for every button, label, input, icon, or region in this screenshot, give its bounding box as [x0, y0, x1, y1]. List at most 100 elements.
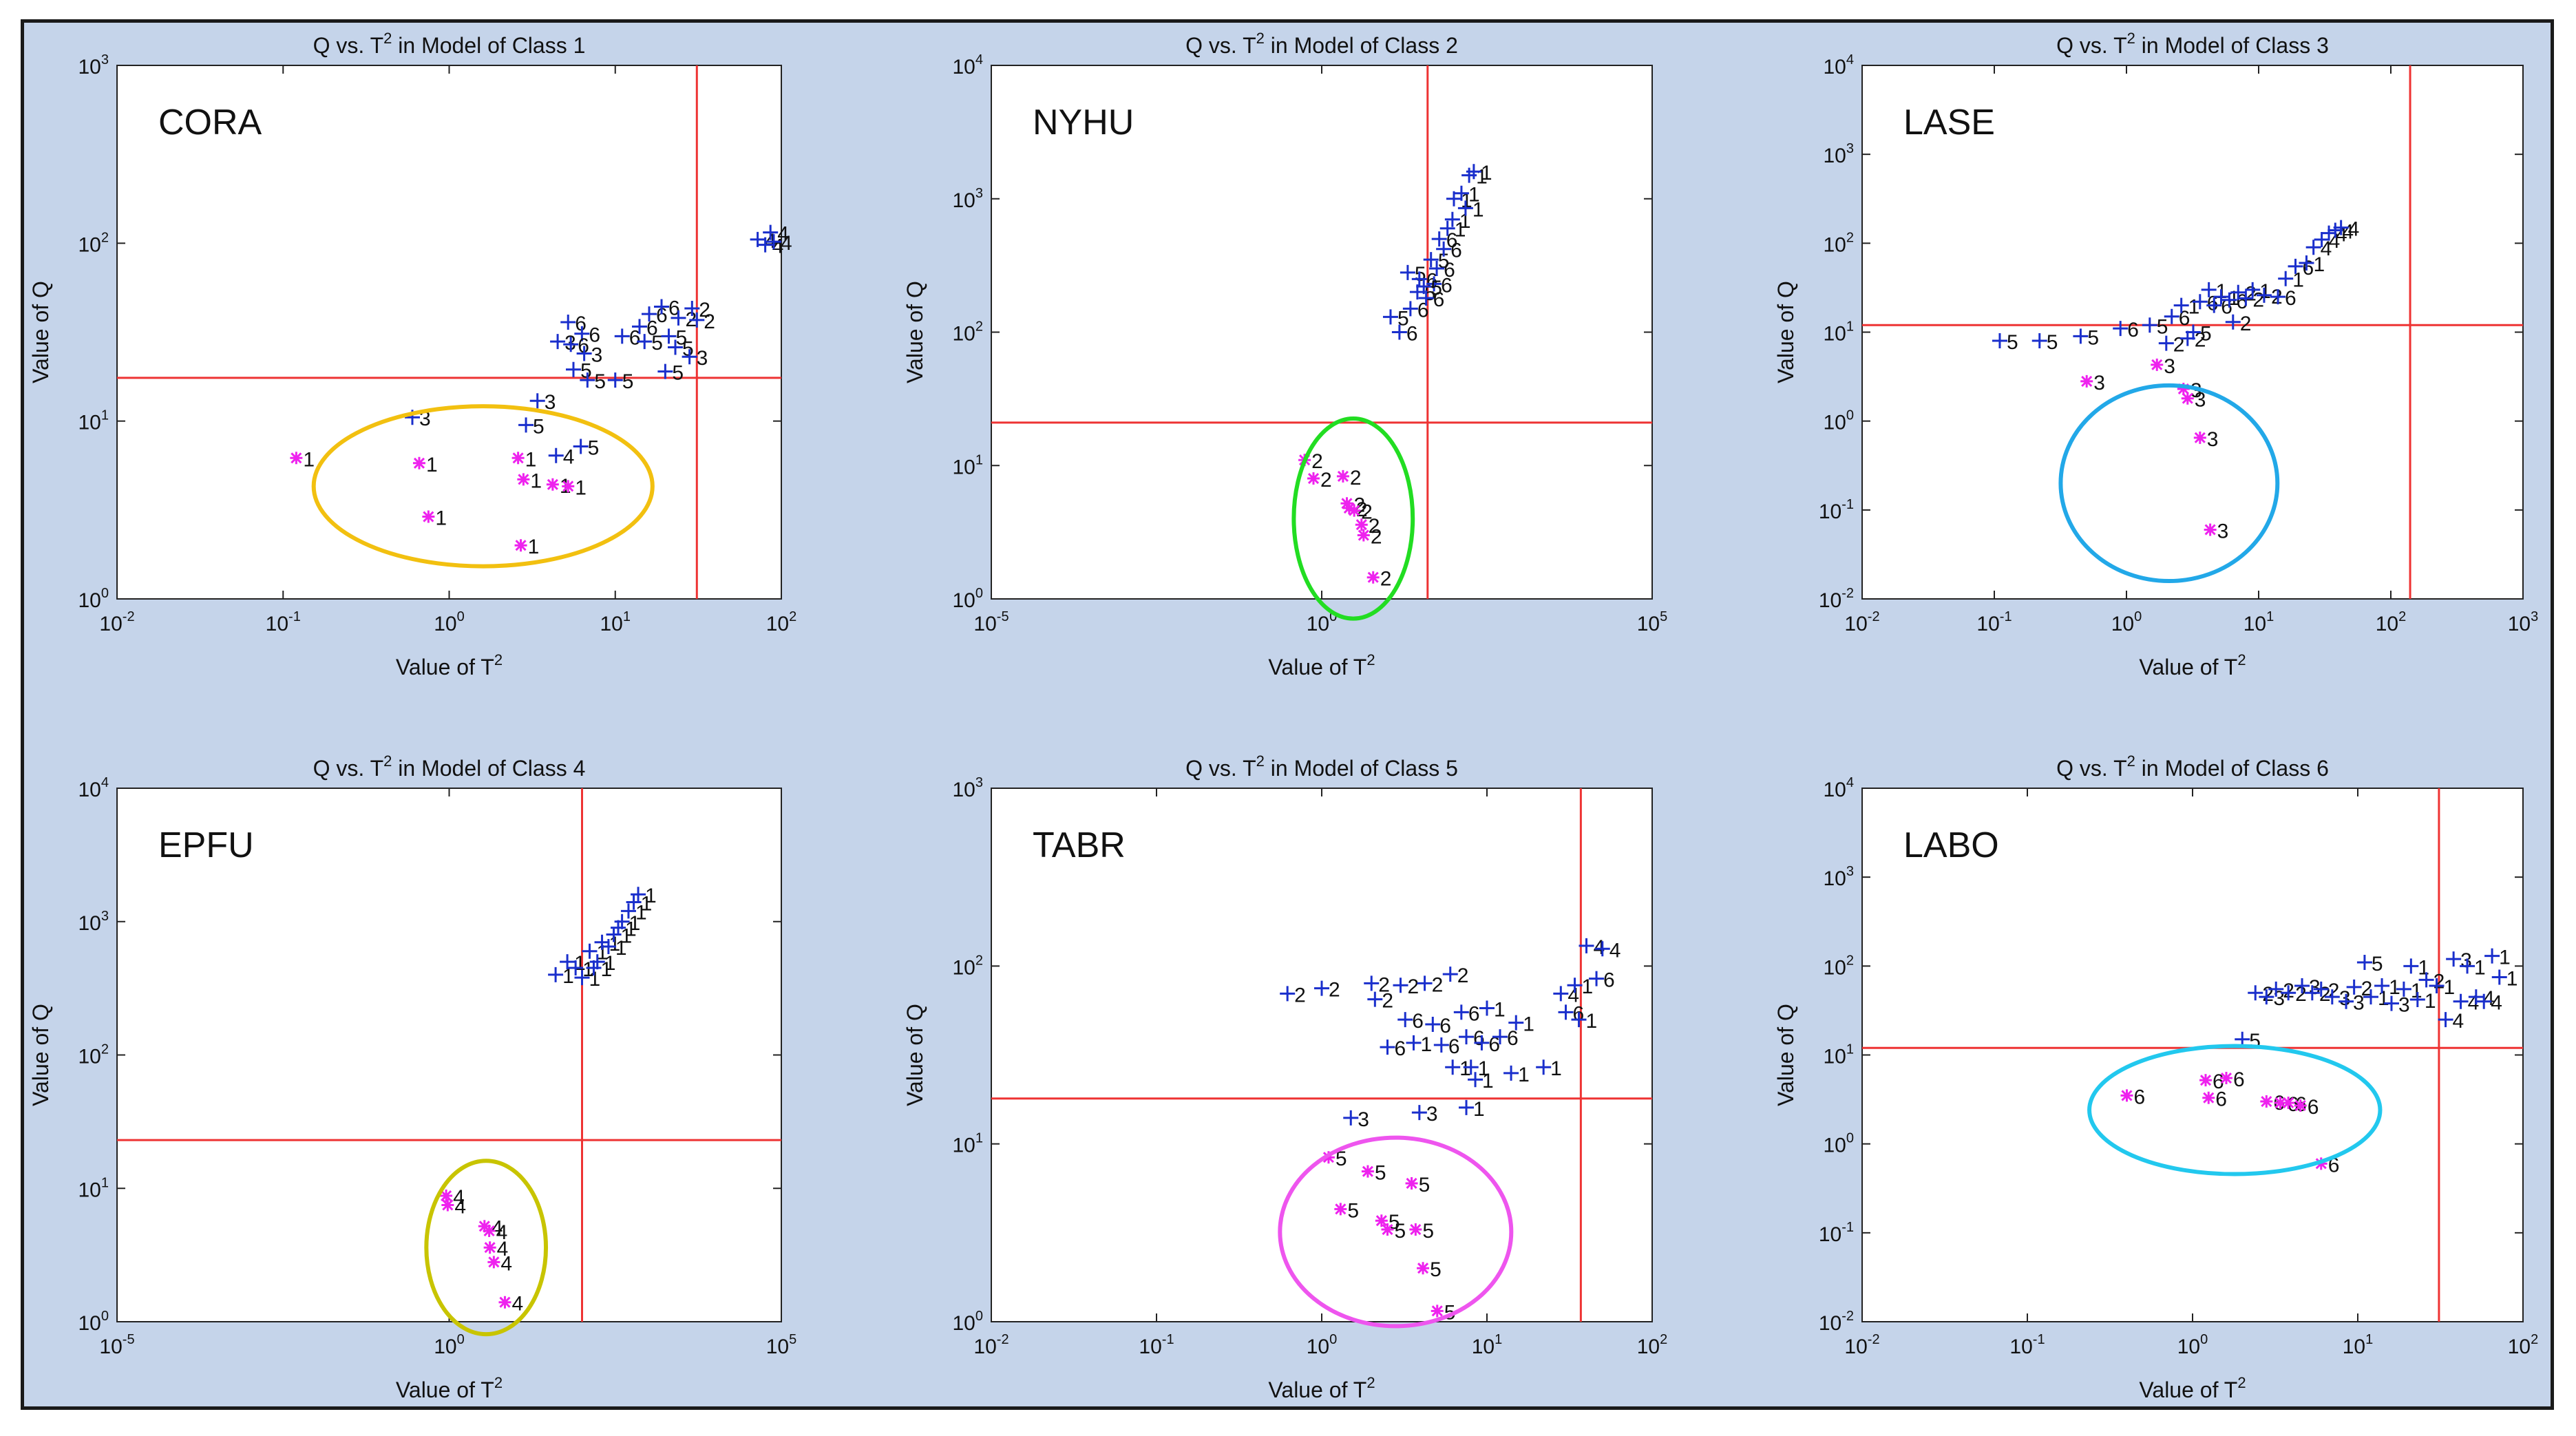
point-label: 1 [1518, 1064, 1530, 1086]
target-class-point [2202, 1091, 2215, 1104]
point-label: 4 [2491, 992, 2502, 1015]
point-label: 1 [1459, 210, 1471, 233]
plot-title-sup: 2 [1256, 30, 1265, 47]
point-label: 1 [575, 476, 587, 499]
x-tick-label: 100 [1307, 609, 1338, 635]
other-class-point [1536, 1059, 1552, 1075]
other-class-point [2230, 284, 2246, 300]
other-class-point [2313, 981, 2329, 997]
point-label: 4 [2348, 218, 2360, 241]
y-tick-label: 101 [953, 452, 984, 478]
y-tick-label-base: 10 [1824, 323, 1846, 346]
other-class-point [2484, 948, 2500, 964]
point-label: 5 [1375, 1162, 1386, 1185]
x-tick-label: 10-1 [1139, 1332, 1174, 1358]
target-class-point [1348, 504, 1361, 517]
other-class-point [574, 970, 590, 986]
x-tick-label-exp: -2 [1868, 609, 1880, 624]
other-class-point [2453, 993, 2469, 1009]
y-tick-label-exp: 2 [1846, 230, 1854, 245]
y-tick-label-base: 10 [78, 56, 101, 78]
other-class-point [1553, 986, 1569, 1002]
x-tick-label: 100 [434, 609, 465, 635]
x-tick-label-exp: 0 [2200, 1332, 2208, 1347]
target-class-point [2204, 523, 2217, 536]
other-class-point [2396, 981, 2411, 997]
plot-title-suffix: in Model of Class 3 [2135, 33, 2329, 58]
other-class-point [573, 439, 589, 454]
point-label: 3 [2207, 428, 2219, 451]
other-class-point [1433, 1037, 1449, 1053]
y-tick-label-exp: 1 [975, 452, 983, 467]
point-label: 4 [453, 1186, 465, 1209]
x-tick-label-exp: 5 [789, 1332, 796, 1347]
point-label: 6 [1450, 240, 1462, 262]
x-tick-label-base: 10 [2244, 613, 2266, 635]
other-class-point [574, 326, 590, 341]
y-tick-label-exp: 1 [1846, 319, 1854, 335]
point-label: 3 [2093, 372, 2105, 394]
point-label: 1 [621, 925, 633, 948]
x-tick-label-exp: -5 [123, 1332, 135, 1347]
y-tick-label: 100 [78, 586, 109, 612]
target-class-point [1357, 529, 1370, 542]
other-class-point [2142, 317, 2157, 333]
other-class-point [2294, 978, 2310, 993]
point-label: 1 [1482, 1070, 1494, 1092]
y-tick-label-exp: 2 [1846, 953, 1854, 968]
point-label: 2 [1408, 975, 1419, 998]
y-tick-label: 10-2 [1819, 1309, 1854, 1335]
point-label: 6 [1433, 288, 1445, 311]
other-class-point [1400, 264, 1415, 280]
plot-title-suffix: in Model of Class 5 [1265, 756, 1458, 781]
target-class-point [440, 1190, 453, 1203]
point-label: 6 [1412, 1010, 1424, 1033]
point-label: 1 [525, 448, 537, 471]
point-label: 6 [1603, 969, 1615, 992]
point-label: 2 [1320, 469, 1332, 492]
other-class-point [1280, 986, 1296, 1002]
target-class-point [2274, 1096, 2287, 1109]
point-label: 1 [1478, 1057, 1490, 1080]
plot-title-prefix: Q vs. T [1185, 33, 1256, 58]
point-label: 5 [682, 337, 694, 360]
x-axis-label-sup: 2 [494, 651, 503, 668]
y-tick-label-base: 10 [78, 412, 101, 434]
y-tick-label: 104 [78, 775, 109, 801]
plot-area [116, 788, 782, 1322]
x-tick-label-exp: -2 [997, 1332, 1009, 1347]
x-tick-label-exp: -1 [288, 609, 301, 624]
point-label: 2 [1371, 526, 1382, 549]
x-tick-label: 100 [2111, 609, 2142, 635]
point-label: 4 [781, 232, 792, 255]
other-class-point [682, 349, 697, 365]
other-class-point [2256, 287, 2272, 303]
x-tick-label-base: 10 [266, 613, 288, 635]
other-class-point [684, 301, 700, 317]
other-class-point [2158, 335, 2174, 351]
y-tick-label: 101 [1824, 1042, 1855, 1068]
x-tick-label-exp: 3 [2531, 609, 2538, 624]
plot-title-prefix: Q vs. T [313, 33, 384, 58]
other-class-point [671, 310, 686, 326]
target-class-point [487, 1256, 500, 1269]
x-tick-label: 100 [2177, 1332, 2208, 1358]
plot-area [991, 788, 1653, 1322]
plot-area [991, 65, 1653, 600]
plot-title: Q vs. T2 in Model of Class 3 [2056, 30, 2329, 58]
y-tick-label: 103 [953, 186, 984, 212]
other-class-point [1479, 1000, 1495, 1016]
target-class-point [441, 1199, 454, 1212]
point-label: 4 [2468, 992, 2480, 1015]
x-axis-label-sup: 2 [2237, 1374, 2246, 1391]
point-label: 3 [2217, 520, 2229, 542]
other-class-point [2418, 972, 2434, 988]
x-tick-label-base: 10 [600, 613, 623, 635]
point-label: 6 [2308, 1096, 2319, 1119]
other-class-point [2363, 989, 2378, 1005]
point-label: 6 [629, 326, 641, 349]
other-class-point [2073, 328, 2089, 344]
target-class-point [514, 539, 527, 552]
y-tick-label: 103 [78, 52, 109, 78]
point-label: 1 [635, 901, 647, 924]
